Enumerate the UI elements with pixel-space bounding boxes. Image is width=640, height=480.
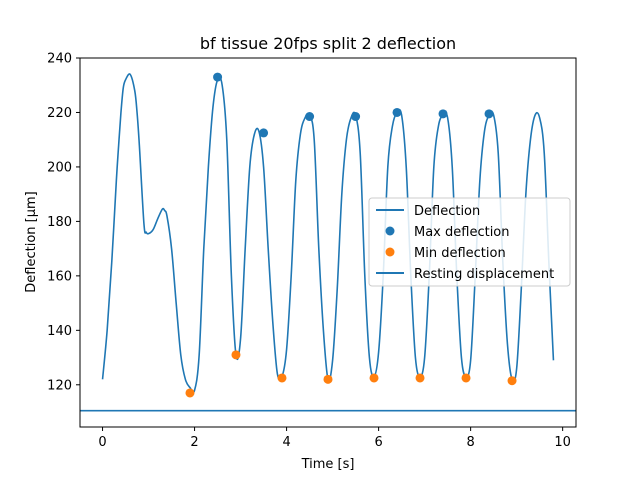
axis-ticks: 0 2 4 6 8 10 120 140 160 180 200 220 240 bbox=[47, 52, 571, 451]
legend-box bbox=[368, 197, 571, 287]
y-tick-label: 120 bbox=[47, 378, 72, 393]
max-deflection-point bbox=[213, 72, 223, 82]
x-tick-label: 0 bbox=[98, 435, 106, 450]
max-deflection-point bbox=[259, 128, 269, 138]
y-tick-label: 200 bbox=[47, 160, 72, 175]
legend-max-label: Max deflection bbox=[414, 225, 510, 240]
max-deflection-point bbox=[484, 109, 494, 119]
y-tick-label: 160 bbox=[47, 269, 72, 284]
legend-deflection-label: Deflection bbox=[414, 204, 480, 219]
legend-resting-label: Resting displacement bbox=[414, 267, 554, 282]
min-deflection-point bbox=[369, 373, 379, 383]
x-axis-label: Time [s] bbox=[301, 457, 355, 472]
x-tick-label: 10 bbox=[554, 435, 571, 450]
x-tick-label: 4 bbox=[282, 435, 290, 450]
y-tick-label: 140 bbox=[47, 324, 72, 339]
x-tick-label: 6 bbox=[374, 435, 382, 450]
legend: Deflection Max deflection Min deflection… bbox=[368, 197, 571, 287]
y-tick-label: 180 bbox=[47, 215, 72, 230]
max-deflection-point bbox=[438, 109, 448, 119]
min-deflection-point bbox=[231, 350, 241, 360]
min-deflection-point bbox=[323, 374, 333, 384]
x-tick-label: 8 bbox=[466, 435, 474, 450]
y-tick-label: 240 bbox=[47, 52, 72, 67]
y-axis-label: Deflection [μm] bbox=[24, 191, 39, 292]
chart-title: bf tissue 20fps split 2 deflection bbox=[200, 34, 456, 53]
x-tick-label: 2 bbox=[190, 435, 198, 450]
min-deflection-point bbox=[461, 373, 471, 383]
legend-max-swatch bbox=[385, 226, 395, 236]
legend-min-swatch bbox=[385, 247, 395, 257]
legend-min-label: Min deflection bbox=[414, 246, 506, 261]
min-deflection-point bbox=[507, 376, 517, 386]
y-tick-label: 220 bbox=[47, 106, 72, 121]
max-deflection-point bbox=[392, 107, 402, 117]
max-deflection-point bbox=[351, 112, 361, 122]
min-deflection-point bbox=[415, 373, 425, 383]
min-deflection-point bbox=[185, 388, 195, 398]
min-deflection-point bbox=[277, 373, 287, 383]
axes-frame bbox=[79, 57, 577, 428]
max-deflection-point bbox=[305, 112, 315, 122]
